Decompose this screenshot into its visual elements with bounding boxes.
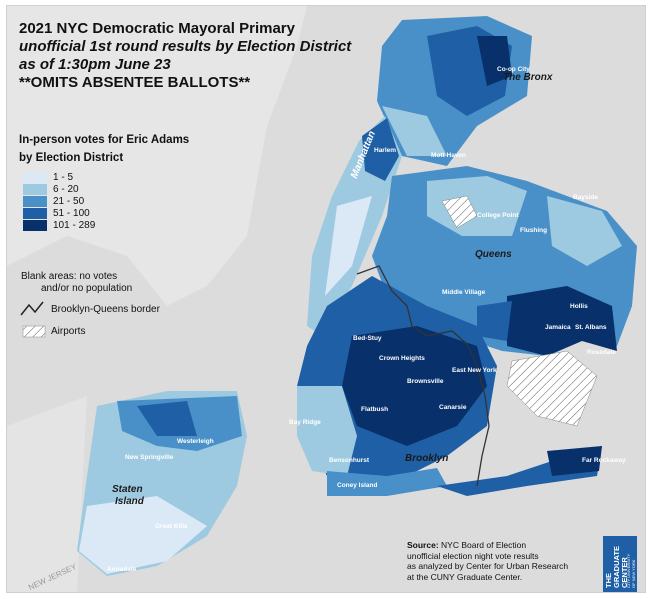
logo-sub-2: OF NEW YORK — [630, 559, 636, 588]
label-bronx: The Bronx — [503, 72, 553, 83]
label-brooklyn: Brooklyn — [405, 453, 449, 464]
title-line-2: unofficial 1st round results by Election… — [19, 38, 352, 55]
manhattan-upper — [362, 118, 399, 181]
neighborhood-label: Annadale — [107, 566, 137, 573]
legend-class-row: 6 - 20 — [23, 184, 79, 195]
neighborhood-label: College Point — [477, 212, 519, 219]
neighborhood-label: Co-op City — [497, 66, 530, 73]
bronx-light — [382, 106, 447, 156]
manhattan-mid — [325, 196, 372, 296]
bronx-dark-2 — [477, 36, 512, 86]
brooklyn-sw-light — [297, 386, 357, 476]
legend-swatch — [23, 184, 47, 195]
brooklyn-core-dark — [342, 326, 487, 446]
title-line-4: **OMITS ABSENTEE BALLOTS** — [19, 74, 251, 91]
legend-swatch — [23, 220, 47, 231]
source-label: Source: — [407, 540, 439, 550]
legend-swatch — [23, 172, 47, 183]
neighborhood-label: Rosedale — [587, 349, 616, 356]
legend-class-label: 101 - 289 — [53, 220, 96, 231]
rockaway-dark — [547, 446, 602, 476]
neighborhood-label: Bensonhurst — [329, 457, 370, 464]
neighborhood-label: Far Rockaway — [582, 457, 626, 464]
legend-heading-1: In-person votes for Eric Adams — [19, 134, 190, 146]
brooklyn-queens-border — [356, 265, 490, 487]
legend-class-label: 21 - 50 — [53, 196, 85, 207]
brooklyn-s — [327, 468, 447, 496]
source-line-1: NYC Board of Election — [441, 540, 527, 550]
title-line-3: as of 1:30pm June 23 — [19, 56, 171, 73]
label-queens: Queens — [475, 249, 512, 260]
neighborhood-label: Brownsville — [407, 378, 444, 385]
legend-class-label: 51 - 100 — [53, 208, 90, 219]
label-staten-2: Island — [115, 496, 144, 507]
queens-se-dark — [507, 286, 617, 356]
legend-class-label: 1 - 5 — [53, 172, 74, 183]
legend-heading-2: by Election District — [19, 152, 124, 164]
title-line-1: 2021 NYC Democratic Mayoral Primary — [19, 20, 295, 37]
neighborhood-label: Harlem — [374, 147, 397, 154]
source-note: Source: NYC Board of Election unofficial… — [407, 540, 568, 582]
neighborhood-label: Great Kills — [155, 523, 188, 530]
legend-swatch — [23, 208, 47, 219]
staten-island-n-dark — [137, 401, 197, 436]
neighborhood-label: Bayside — [573, 194, 598, 201]
staten-island-south — [79, 496, 207, 574]
map-frame: 2021 NYC Democratic Mayoral Primary unof… — [6, 5, 646, 593]
neighborhood-label: Coney Island — [337, 482, 378, 489]
legend-border-label: Brooklyn-Queens border — [51, 304, 160, 315]
nj-land-south — [7, 396, 87, 592]
legend-class-row: 21 - 50 — [23, 196, 84, 207]
neighborhood-label: Flushing — [520, 227, 548, 234]
neighborhood-label: Flatbush — [361, 406, 389, 413]
source-line-2: unofficial election night vote results — [407, 550, 539, 561]
neighborhood-label: Crown Heights — [379, 355, 425, 362]
neighborhood-label: East New York — [452, 367, 497, 374]
neighborhood-label: Mott Haven — [431, 152, 467, 159]
queens-light-2 — [547, 196, 622, 266]
nj-land — [7, 6, 307, 306]
queens-light — [427, 176, 527, 236]
legend-blank-note-1: Blank areas: no votes — [21, 271, 118, 282]
neighborhood-label: New Springville — [125, 454, 174, 461]
airport-jfk — [506, 350, 598, 427]
neighborhood-label: Westerleigh — [177, 438, 214, 445]
logo-sub-text: CITY UNIVERSITY OF NEW YORK — [626, 554, 636, 588]
legend-border-sample — [20, 301, 44, 316]
legend-class-row: 51 - 100 — [23, 208, 90, 219]
airport-lga — [441, 195, 478, 229]
legend-blank-note-2: and/or no population — [41, 283, 133, 294]
legend-airports-label: Airports — [51, 326, 86, 337]
queens-se-mid — [477, 301, 512, 341]
legend-class-label: 6 - 20 — [53, 184, 79, 195]
neighborhood-label: Middle Village — [442, 289, 486, 296]
label-staten-1: Staten — [112, 484, 143, 495]
neighborhood-label: St. Albans — [575, 324, 607, 331]
neighborhood-label: Hollis — [570, 303, 588, 310]
choropleth-map — [7, 6, 645, 592]
graduate-center-logo: THE GRADUATE CENTER CITY UNIVERSITY OF N… — [603, 536, 637, 592]
neighborhood-label: Bay Ridge — [289, 419, 321, 426]
neighborhood-label: Bed-Stuy — [353, 335, 382, 342]
legend-class-row: 101 - 289 — [23, 220, 95, 231]
legend-swatch — [23, 196, 47, 207]
neighborhood-label: Canarsie — [439, 404, 467, 411]
legend-class-row: 1 - 5 — [23, 172, 73, 183]
legend-airport-sample — [22, 325, 46, 338]
source-line-3: as analyzed by Center for Urban Research — [407, 561, 569, 571]
source-line-4: at the CUNY Graduate Center. — [407, 571, 523, 582]
neighborhood-label: Jamaica — [545, 324, 571, 331]
